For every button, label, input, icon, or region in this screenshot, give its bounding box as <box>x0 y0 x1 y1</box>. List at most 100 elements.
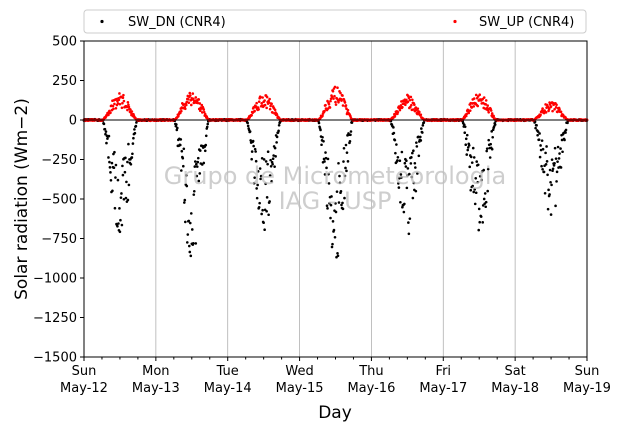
sw-dn-point <box>331 220 335 223</box>
sw-up-point <box>324 103 327 107</box>
sw-dn-point <box>463 125 467 129</box>
sw-dn-point <box>192 193 196 196</box>
sw-up-point <box>489 109 493 112</box>
y-tick-label: −1500 <box>33 351 77 366</box>
sw-dn-point <box>419 135 422 139</box>
sw-dn-point <box>321 136 324 139</box>
sw-dn-point <box>553 161 556 165</box>
sw-dn-point <box>419 139 423 142</box>
sw-dn-point <box>337 161 340 165</box>
sw-up-point <box>257 100 261 103</box>
sw-dn-point <box>420 127 423 130</box>
sw-dn-point <box>123 170 127 174</box>
sw-up-point <box>202 108 206 111</box>
sw-dn-point <box>464 143 468 146</box>
sw-dn-point <box>546 207 550 211</box>
sw-dn-point <box>540 164 543 168</box>
sw-dn-point <box>341 207 345 211</box>
sw-dn-point <box>471 146 475 150</box>
sw-dn-point <box>474 191 478 195</box>
sw-dn-point <box>483 192 487 195</box>
sw-dn-point <box>336 254 340 258</box>
sw-dn-point <box>184 220 187 224</box>
sw-dn-point <box>258 167 262 170</box>
sw-up-point <box>468 109 472 112</box>
sw-dn-point <box>194 162 198 166</box>
sw-dn-point <box>182 164 185 168</box>
sw-up-point <box>470 106 474 109</box>
legend-label-sw-dn: SW_DN (CNR4) <box>128 15 226 30</box>
sw-dn-point <box>187 244 191 248</box>
sw-up-point <box>406 100 410 104</box>
sw-dn-point <box>471 184 475 188</box>
sw-dn-point <box>405 159 408 163</box>
sw-dn-point <box>544 163 548 166</box>
sw-dn-point <box>188 221 192 225</box>
watermark-line-1: Grupo de Micrometeorologia <box>164 162 506 190</box>
sw-dn-point <box>324 151 327 154</box>
sw-dn-point <box>270 180 273 183</box>
sw-up-point <box>553 108 556 111</box>
sw-dn-point <box>259 174 263 178</box>
x-tick-label-day: Mon <box>142 364 169 379</box>
sw-up-point <box>333 94 336 98</box>
sw-dn-point <box>124 156 127 160</box>
sw-up-point <box>487 110 491 114</box>
sw-dn-point <box>319 128 322 132</box>
sw-dn-point <box>274 155 277 158</box>
x-tick-label-date: May-14 <box>204 381 252 396</box>
legend: SW_DN (CNR4) SW_UP (CNR4) <box>83 9 587 34</box>
sw-dn-point <box>192 189 196 193</box>
sw-up-point <box>255 101 258 105</box>
sw-dn-point <box>481 204 485 207</box>
sw-dn-point <box>203 149 207 153</box>
sw-dn-point <box>198 172 202 175</box>
sw-dn-point <box>329 216 332 220</box>
sw-dn-point <box>328 202 331 205</box>
x-tick-label-date: May-18 <box>491 381 539 396</box>
sw-dn-point <box>491 135 494 139</box>
sw-up-point <box>334 100 337 104</box>
sw-up-point <box>336 86 339 89</box>
sw-dn-point <box>204 134 208 138</box>
sw-up-point <box>126 100 130 104</box>
x-tick-label-day: Sun <box>575 364 600 379</box>
sw-up-point <box>482 96 486 99</box>
sw-up-point <box>188 91 192 95</box>
sw-up-point <box>474 93 478 97</box>
sw-up-point <box>328 106 332 109</box>
sw-dn-point <box>105 141 108 145</box>
sw-dn-point <box>104 130 108 133</box>
sw-up-point <box>187 101 191 104</box>
sw-dn-point <box>556 145 560 149</box>
x-tick-label-day: Thu <box>358 364 383 379</box>
sw-up-point <box>253 109 256 113</box>
sw-dn-point <box>392 131 396 135</box>
sw-dn-point <box>397 182 400 185</box>
sw-dn-point <box>133 131 137 135</box>
sw-dn-point <box>246 121 249 125</box>
sw-dn-point <box>338 181 342 185</box>
sw-dn-point <box>187 219 191 223</box>
sw-up-point <box>254 105 258 108</box>
sw-dn-point <box>478 174 482 178</box>
sw-dn-point <box>399 200 402 204</box>
sw-up-point <box>548 101 551 104</box>
sw-dn-point <box>534 126 537 130</box>
sw-dn-point <box>260 156 264 160</box>
sw-dn-point <box>396 159 399 162</box>
sw-dn-point <box>127 142 130 146</box>
sw-dn-point <box>349 130 353 133</box>
sw-up-point <box>185 103 188 107</box>
sw-dn-point <box>323 173 327 176</box>
sw-dn-point <box>263 228 266 231</box>
sw-dn-point <box>338 174 341 178</box>
sw-up-point <box>329 97 333 101</box>
sw-up-point <box>118 102 122 106</box>
sw-dn-point <box>122 197 126 201</box>
sw-dn-point <box>486 189 490 193</box>
y-axis-ticks: 500 250 0 −250 −500 −750 −1000 −1250 −1500 <box>33 35 84 366</box>
sw-up-point <box>185 100 189 104</box>
sw-up-point <box>405 98 408 102</box>
sw-dn-point <box>259 177 262 181</box>
